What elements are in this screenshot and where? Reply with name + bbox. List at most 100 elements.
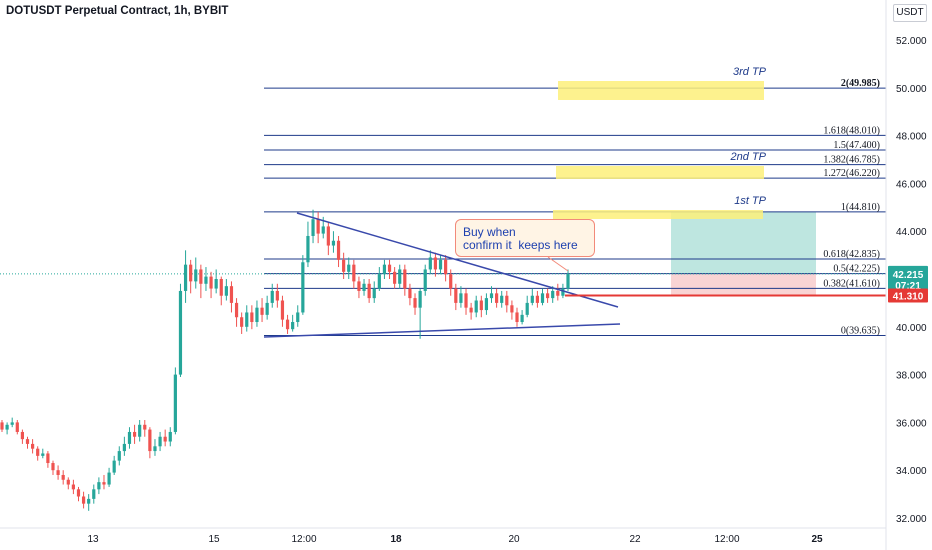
candle-body: [204, 276, 208, 284]
chart-title: DOTUSDT Perpetual Contract, 1h, BYBIT: [6, 5, 229, 17]
candle-body: [178, 290, 183, 375]
candle-body: [173, 374, 177, 432]
candle-body: [112, 460, 116, 473]
fib-level-label: 1.382(46.785): [823, 155, 880, 166]
candle-body: [489, 293, 494, 299]
candle-body: [270, 290, 274, 303]
candle-body: [382, 264, 387, 275]
candle-body: [102, 482, 106, 485]
y-tick-label: 44.000: [896, 227, 927, 238]
x-tick-label: 12:00: [714, 534, 739, 545]
x-tick-label: 25: [811, 534, 823, 545]
candle-body: [331, 240, 336, 246]
candle-body: [168, 431, 172, 442]
y-tick-label: 50.000: [896, 84, 927, 95]
candle-body: [92, 489, 96, 499]
callout-pointer: [547, 256, 569, 272]
fib-level-label: 1(44.810): [841, 202, 880, 213]
candle-body: [449, 274, 453, 289]
y-tick-label: 48.000: [896, 132, 927, 143]
candle-body: [495, 293, 499, 303]
candle-body: [296, 312, 300, 323]
candle-body: [469, 307, 473, 313]
take-profit-label: 1st TP: [734, 195, 766, 207]
candle-body: [36, 448, 40, 456]
candle-body: [484, 298, 489, 311]
candle-body: [66, 479, 70, 485]
candle-body: [285, 319, 290, 330]
candle-body: [240, 317, 244, 327]
candle-body: [51, 463, 55, 471]
candle-body: [0, 422, 4, 430]
candle-body: [148, 429, 152, 452]
candle-body: [107, 472, 111, 485]
candle-body: [127, 431, 132, 444]
descending-trendline: [296, 212, 619, 308]
candle-body: [117, 451, 121, 461]
candle-body: [347, 264, 351, 272]
candle-body: [342, 259, 346, 272]
candle-body: [418, 290, 422, 308]
candle-body: [377, 274, 381, 289]
candle-body: [387, 264, 392, 272]
candle-body: [224, 286, 228, 296]
candle-body: [194, 269, 198, 282]
candle-body: [275, 290, 279, 301]
y-tick-label: 46.000: [896, 179, 927, 190]
x-tick-label: 12:00: [291, 534, 316, 545]
candle-body: [158, 436, 162, 447]
candle-body: [71, 484, 75, 490]
candle-body: [229, 286, 234, 303]
candle-body: [183, 264, 188, 291]
take-profit-zone: [553, 210, 763, 219]
candle-body: [561, 288, 565, 296]
candle-body: [357, 281, 361, 291]
candle-body: [20, 431, 24, 440]
candle-body: [566, 273, 570, 289]
candle-body: [10, 422, 14, 425]
annotation-line-2: confirm it keeps here: [463, 238, 578, 252]
candle-body: [209, 276, 213, 289]
fib-level-label: 2(49.985): [841, 78, 880, 89]
candle-body: [444, 259, 448, 275]
currency-selector[interactable]: USDT: [893, 4, 927, 22]
candle-body: [459, 293, 463, 303]
fib-level-label: 0(39.635): [841, 326, 880, 337]
take-profit-zone: [556, 166, 764, 179]
candle-body: [81, 496, 86, 504]
candle-body: [510, 305, 514, 313]
candle-body: [556, 290, 560, 296]
candle-body: [25, 439, 30, 444]
candle-body: [525, 302, 529, 315]
y-tick-label: 38.000: [896, 371, 927, 382]
candle-body: [398, 269, 402, 284]
candle-body: [500, 295, 504, 303]
candle-body: [97, 482, 101, 490]
annotation-callout: Buy when confirm it keeps here: [455, 219, 595, 257]
ascending-trendline: [263, 323, 621, 338]
candle-body: [316, 219, 320, 234]
candle-body: [530, 295, 534, 303]
candle-body: [367, 283, 371, 299]
candle-body: [474, 300, 478, 313]
candle-body: [250, 312, 254, 323]
candle-body: [219, 279, 223, 296]
candle-body: [87, 498, 91, 504]
candle-body: [520, 314, 524, 323]
x-tick-label: 15: [208, 534, 220, 545]
candle-body: [41, 453, 45, 456]
candle-body: [199, 269, 203, 284]
fib-level-label: 0.382(41.610): [823, 278, 880, 289]
candle-body: [301, 262, 305, 313]
candle-body: [46, 453, 50, 464]
candle-body: [326, 226, 330, 246]
candle-body: [61, 474, 65, 480]
candle-body: [291, 322, 295, 330]
candle-body: [321, 226, 325, 234]
x-tick-label: 20: [508, 534, 520, 545]
candle-body: [189, 264, 193, 282]
stop-price-tag: [888, 288, 928, 303]
annotation-line-1: Buy when: [463, 225, 516, 239]
candle-body: [255, 307, 259, 323]
